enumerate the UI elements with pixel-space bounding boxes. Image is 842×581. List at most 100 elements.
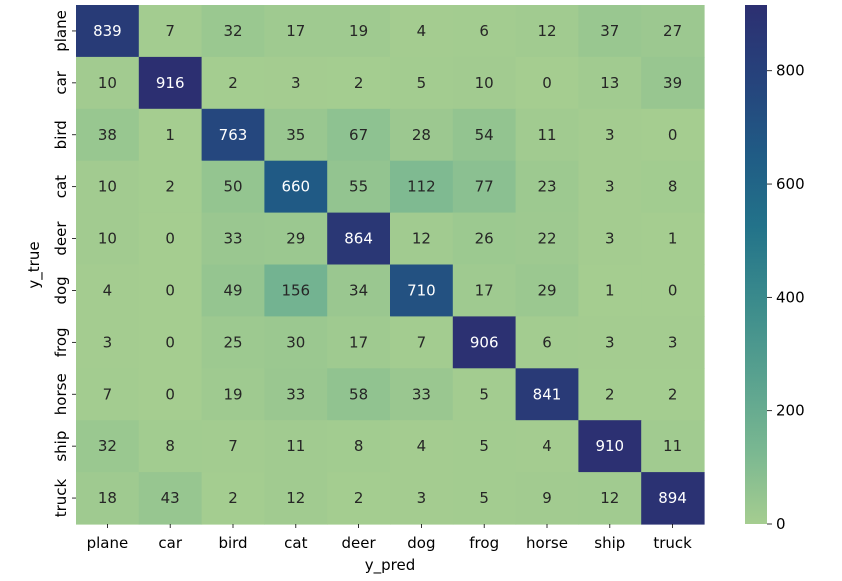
heatmap-cell xyxy=(264,56,328,110)
heatmap-cell xyxy=(452,56,517,110)
heatmap-cell xyxy=(327,160,391,214)
heatmap-cell xyxy=(138,108,203,162)
heatmap-cell xyxy=(641,108,705,162)
cell-value-label: 0 xyxy=(668,126,678,144)
cell-value-label: 7 xyxy=(228,437,238,455)
cell-value-label: 4 xyxy=(103,281,113,299)
heatmap-cell xyxy=(452,420,517,473)
heatmap-cell xyxy=(138,56,203,110)
cell-value-label: 12 xyxy=(412,230,431,248)
y-tick-label: ship xyxy=(52,431,70,462)
cell-value-label: 660 xyxy=(281,178,310,196)
cell-value-label: 156 xyxy=(281,281,310,299)
cell-value-label: 29 xyxy=(286,230,305,248)
cell-value-label: 4 xyxy=(417,437,427,455)
heatmap-cell xyxy=(390,5,454,58)
heatmap-cell xyxy=(327,420,391,473)
cell-value-label: 43 xyxy=(161,489,180,507)
heatmap-cell xyxy=(515,420,579,473)
cell-value-label: 0 xyxy=(165,281,175,299)
cell-value-label: 2 xyxy=(228,74,238,92)
heatmap-cell xyxy=(390,56,454,110)
heatmap-cell xyxy=(264,368,328,421)
heatmap-cell xyxy=(515,316,579,369)
heatmap-cell xyxy=(452,316,517,369)
heatmap-cell xyxy=(515,56,579,110)
x-tick-label: bird xyxy=(218,534,247,552)
colorbar-ticks: 0 200 400 600 800 xyxy=(767,62,805,533)
heatmap-cell xyxy=(515,368,579,421)
cell-value-label: 27 xyxy=(663,22,682,40)
cell-value-label: 910 xyxy=(595,437,624,455)
heatmap-cell xyxy=(390,264,454,317)
cell-value-label: 25 xyxy=(223,333,242,351)
heatmap-cell xyxy=(452,212,517,266)
heatmap-cell xyxy=(578,5,642,58)
colorbar-tick-label: 400 xyxy=(776,288,805,306)
heatmap-cell xyxy=(578,420,642,473)
cell-value-label: 3 xyxy=(668,333,678,351)
cell-value-label: 112 xyxy=(407,178,436,196)
heatmap-cell xyxy=(201,160,265,214)
x-tick-label: deer xyxy=(342,534,377,552)
cell-value-label: 32 xyxy=(223,22,242,40)
colorbar-tick-label: 600 xyxy=(776,175,805,193)
heatmap-cell xyxy=(76,316,140,369)
cell-value-label: 710 xyxy=(407,281,436,299)
cell-value-label: 29 xyxy=(537,281,556,299)
x-axis-ticks: plane car bird cat deer dog frog horse ship truck xyxy=(87,524,692,552)
cell-value-label: 35 xyxy=(286,126,305,144)
y-tick-label: cat xyxy=(52,175,70,198)
cell-value-label: 11 xyxy=(537,126,556,144)
heatmap-cell xyxy=(452,160,517,214)
heatmap-cell xyxy=(578,108,642,162)
cell-value-label: 10 xyxy=(98,74,117,92)
cell-value-label: 33 xyxy=(223,230,242,248)
cell-value-label: 8 xyxy=(354,437,364,455)
heatmap-cell xyxy=(452,264,517,317)
cell-value-label: 3 xyxy=(605,178,615,196)
heatmap-cell xyxy=(578,212,642,266)
cell-value-label: 841 xyxy=(533,385,562,403)
heatmap-cell xyxy=(76,5,140,58)
heatmap-cell xyxy=(264,108,328,162)
heatmap-cell xyxy=(390,212,454,266)
heatmap-cell xyxy=(641,264,705,317)
cell-value-label: 5 xyxy=(479,489,489,507)
cell-value-label: 8 xyxy=(165,437,175,455)
heatmap-cell xyxy=(327,472,391,525)
cell-value-label: 3 xyxy=(103,333,113,351)
heatmap-cell xyxy=(578,316,642,369)
cell-value-label: 864 xyxy=(344,230,373,248)
cell-value-label: 1 xyxy=(605,281,615,299)
cell-value-label: 26 xyxy=(475,230,494,248)
heatmap-cell xyxy=(515,5,579,58)
heatmap-cell xyxy=(201,56,265,110)
cell-value-label: 1 xyxy=(668,230,678,248)
cell-value-label: 7 xyxy=(165,22,175,40)
colorbar-tick-label: 0 xyxy=(776,515,786,533)
cell-value-label: 28 xyxy=(412,126,431,144)
cell-value-label: 2 xyxy=(165,178,175,196)
heatmap-cell xyxy=(641,472,705,525)
x-tick-label: dog xyxy=(407,534,435,552)
cell-value-label: 17 xyxy=(349,333,368,351)
cell-value-label: 0 xyxy=(668,281,678,299)
heatmap-cell xyxy=(390,108,454,162)
cell-value-label: 5 xyxy=(417,74,427,92)
cell-value-label: 18 xyxy=(98,489,117,507)
heatmap-cell xyxy=(201,420,265,473)
heatmap-cell xyxy=(515,160,579,214)
cell-value-label: 2 xyxy=(354,489,364,507)
cell-value-label: 3 xyxy=(291,74,301,92)
heatmap-cell xyxy=(515,212,579,266)
cell-value-label: 7 xyxy=(103,385,113,403)
cell-value-label: 5 xyxy=(479,437,489,455)
cell-value-label: 22 xyxy=(537,230,556,248)
cell-value-label: 839 xyxy=(93,22,122,40)
heatmap-cell xyxy=(201,212,265,266)
heatmap-cell xyxy=(515,264,579,317)
heatmap-cell xyxy=(327,212,391,266)
